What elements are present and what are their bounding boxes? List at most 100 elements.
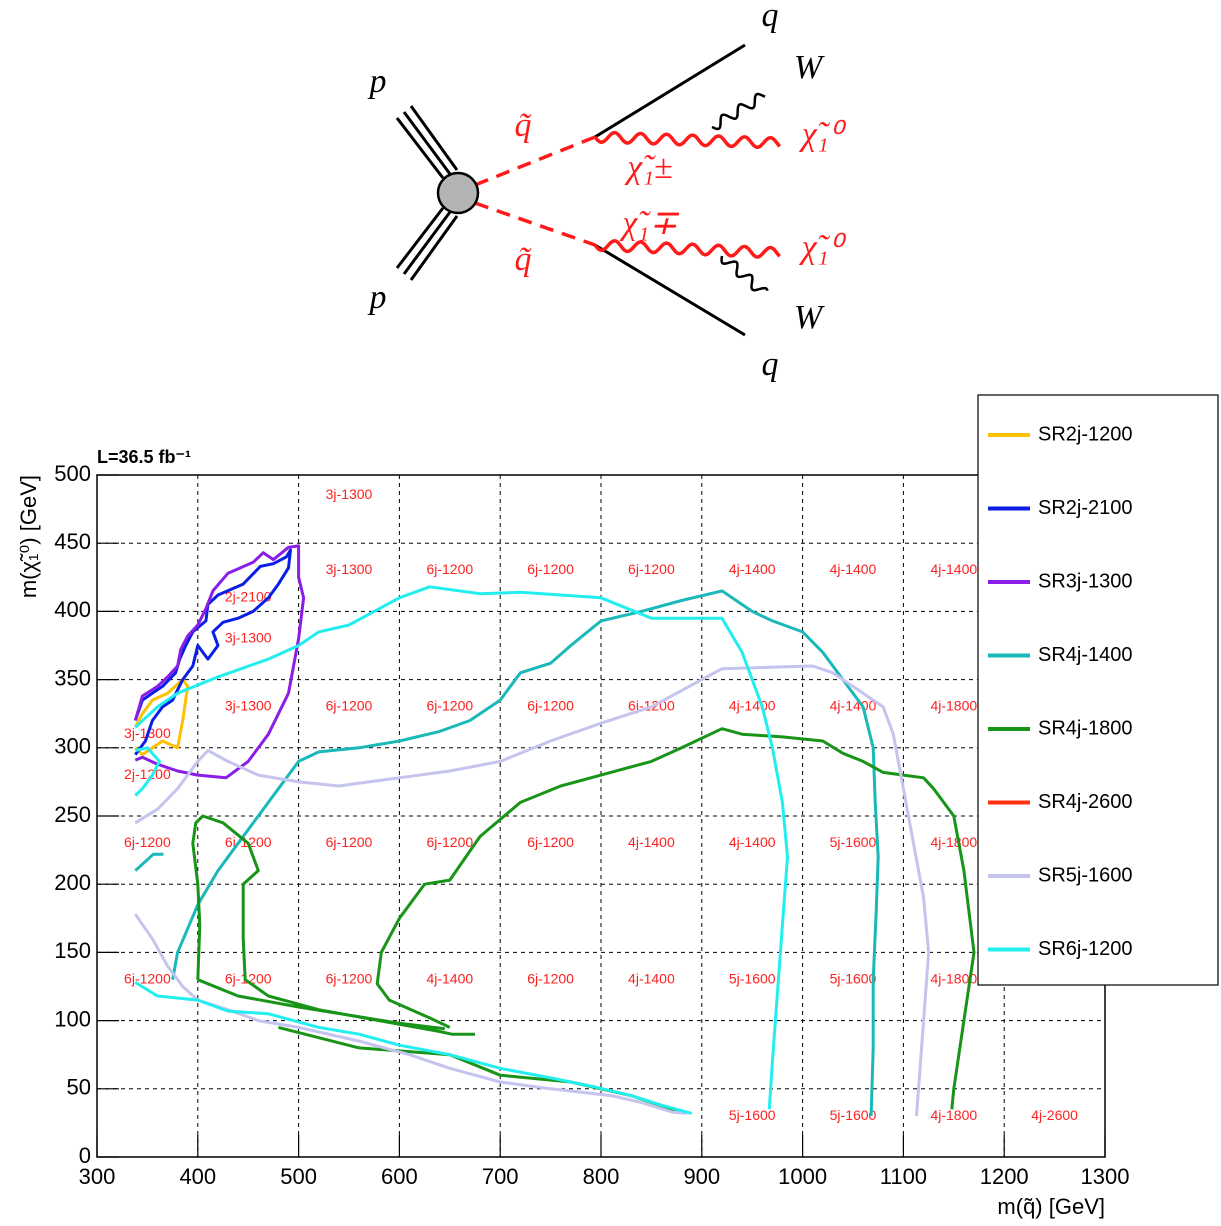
region-label: 3j-1300 <box>326 561 373 577</box>
region-label: 4j-1800 <box>930 1107 977 1123</box>
proton-line <box>395 117 445 179</box>
y-tick-label: 250 <box>54 802 91 827</box>
contour-line <box>133 678 190 757</box>
y-tick-label: 150 <box>54 938 91 963</box>
x-tick-label: 1000 <box>778 1164 827 1189</box>
region-label: 6j-1200 <box>124 834 171 850</box>
region-label: 4j-1800 <box>930 970 977 986</box>
region-label: 5j-1600 <box>729 1107 776 1123</box>
legend: SR2j-1200 SR2j-2100 SR3j-1300 SR4j-1400 SR4j… <box>977 394 1219 986</box>
region-label: 6j-1200 <box>426 698 473 714</box>
proton-line <box>409 105 459 171</box>
legend-label: SR2j-1200 <box>1038 423 1133 445</box>
legend-label: SR2j-2100 <box>1038 497 1133 519</box>
luminosity-label: L=36.5 fb⁻¹ <box>97 447 191 467</box>
region-label: 6j-1200 <box>527 561 574 577</box>
legend-label: SR4j-1800 <box>1038 717 1133 739</box>
contour-line <box>134 664 931 1117</box>
vertex-blob <box>436 171 480 215</box>
region-label: 6j-1200 <box>225 970 272 986</box>
region-label: 4j-1800 <box>930 698 977 714</box>
legend-label: SR3j-1300 <box>1038 570 1133 592</box>
region-label: 4j-1400 <box>729 698 776 714</box>
contour-line <box>191 727 976 1114</box>
diagram-label: q <box>762 346 779 383</box>
region-label: 2j-1200 <box>124 766 171 782</box>
quark-line <box>594 243 746 337</box>
region-label: 4j-1400 <box>729 834 776 850</box>
region-label: 4j-1800 <box>930 834 977 850</box>
diagram-label: p <box>368 63 387 100</box>
x-tick-label: 900 <box>683 1164 720 1189</box>
y-tick-label: 450 <box>54 529 91 554</box>
y-tick-label: 350 <box>54 665 91 690</box>
x-tick-label: 400 <box>179 1164 216 1189</box>
region-label: 5j-1600 <box>830 1107 877 1123</box>
region-label: 6j-1200 <box>326 970 373 986</box>
x-tick-label: 1200 <box>980 1164 1029 1189</box>
x-tick-label: 500 <box>280 1164 317 1189</box>
region-label: 5j-1600 <box>830 970 877 986</box>
region-label: 6j-1200 <box>527 970 574 986</box>
legend-label: SR6j-1200 <box>1038 938 1133 960</box>
x-tick-label: 1100 <box>880 1164 927 1189</box>
region-label: 6j-1200 <box>326 834 373 850</box>
region-label: 6j-1200 <box>326 698 373 714</box>
w-boson-line <box>720 255 769 292</box>
diagram-label: q̃ <box>515 107 532 144</box>
y-tick-label: 50 <box>67 1075 91 1100</box>
quark-line <box>594 43 746 139</box>
region-label: 3j-1300 <box>225 629 272 645</box>
diagram-label: W <box>794 49 825 86</box>
contour-line <box>133 548 292 756</box>
region-label: 4j-1400 <box>930 561 977 577</box>
region-label: 6j-1200 <box>426 561 473 577</box>
region-label: 5j-1600 <box>729 970 776 986</box>
y-axis-label: m(χ̃₁⁰) [GeV] <box>16 475 41 598</box>
x-tick-label: 700 <box>482 1164 519 1189</box>
diagram-label: q <box>762 0 779 34</box>
y-tick-label: 300 <box>54 734 91 759</box>
region-label: 6j-1200 <box>628 561 675 577</box>
proton-line <box>402 111 452 175</box>
x-tick-label: 1300 <box>1081 1164 1130 1189</box>
proton-line <box>409 215 459 281</box>
proton-lines <box>395 105 459 281</box>
x-tick-label: 800 <box>583 1164 620 1189</box>
diagram-label: W <box>794 299 825 336</box>
proton-line <box>395 207 445 269</box>
region-label: 4j-1400 <box>729 561 776 577</box>
squark-line <box>474 135 596 187</box>
region-label: 3j-1300 <box>225 698 272 714</box>
x-tick-label: 300 <box>79 1164 116 1189</box>
diagram-label: χ̃₁∓ <box>619 205 680 242</box>
x-tick-label: 600 <box>381 1164 418 1189</box>
y-tick-label: 400 <box>54 597 91 622</box>
diagram-label: χ̃₁± <box>624 149 672 186</box>
region-label: 2j-2100 <box>225 588 272 604</box>
region-label: 4j-1400 <box>628 970 675 986</box>
region-label: 6j-1200 <box>124 970 171 986</box>
region-label: 4j-1400 <box>426 970 473 986</box>
x-axis-label: m(q̃) [GeV] <box>997 1194 1105 1219</box>
chargino-line <box>593 239 781 259</box>
contour-line <box>134 585 789 1115</box>
proton-line <box>402 211 452 275</box>
y-tick-label: 100 <box>54 1006 91 1031</box>
region-label: 4j-1400 <box>830 561 877 577</box>
legend-box <box>977 394 1219 986</box>
w-boson-line <box>711 92 766 131</box>
y-tick-label: 200 <box>54 870 91 895</box>
squark-line <box>474 201 596 247</box>
y-tick-label: 500 <box>54 461 91 486</box>
legend-label: SR4j-1400 <box>1038 644 1133 666</box>
legend-label: SR5j-1600 <box>1038 864 1133 886</box>
region-label: 4j-1400 <box>628 834 675 850</box>
legend-label: SR4j-2600 <box>1038 791 1133 813</box>
region-label: 6j-1200 <box>426 834 473 850</box>
contour-line <box>134 589 880 1117</box>
region-label: 4j-1400 <box>830 698 877 714</box>
chargino-line <box>593 130 782 149</box>
